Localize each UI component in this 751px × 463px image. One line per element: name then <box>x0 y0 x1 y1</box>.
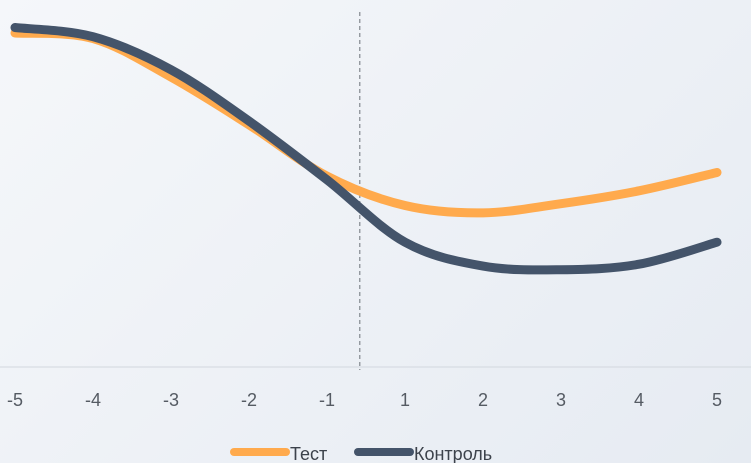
x-tick-label: -4 <box>85 390 101 410</box>
x-tick-label: -2 <box>241 390 257 410</box>
x-tick-label: 1 <box>400 390 410 410</box>
x-tick-label: 2 <box>478 390 488 410</box>
legend-item-test: Тест <box>230 444 327 463</box>
legend-label-test: Тест <box>290 444 327 463</box>
legend: Тест Контроль <box>230 444 492 463</box>
x-tick-label: 5 <box>712 390 722 410</box>
x-tick-labels: -5 -4 -3 -2 -1 1 2 3 4 5 <box>7 390 722 410</box>
x-tick-label: -1 <box>319 390 335 410</box>
series-line-control <box>10 23 722 275</box>
legend-label-control: Контроль <box>414 444 492 463</box>
series-layer <box>10 23 722 275</box>
x-tick-label: 4 <box>634 390 644 410</box>
x-tick-label: 3 <box>556 390 566 410</box>
series-line-test <box>10 28 722 218</box>
x-tick-label: -3 <box>163 390 179 410</box>
legend-item-control: Контроль <box>354 444 492 463</box>
x-tick-label: -5 <box>7 390 23 410</box>
